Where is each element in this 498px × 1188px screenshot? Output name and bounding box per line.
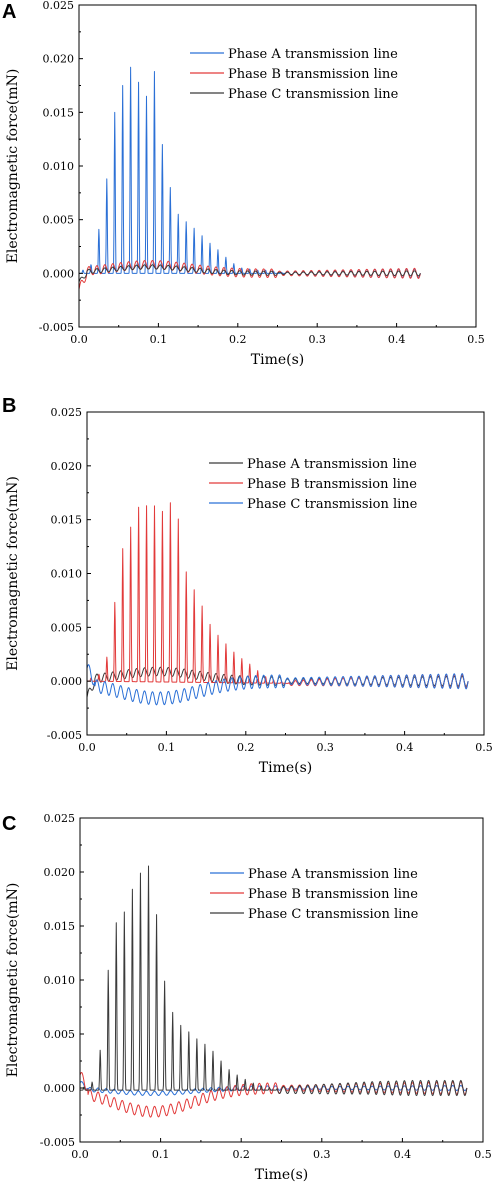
x-tick-label: 0.4 [394, 1148, 412, 1161]
x-axis-title: Time(s) [255, 1167, 308, 1183]
legend-label-3: Phase C transmission line [247, 497, 418, 512]
y-tick-label: 0.025 [43, 0, 75, 12]
series-line-3 [87, 664, 469, 706]
x-tick-label: 0.2 [232, 1148, 250, 1161]
y-tick-label: 0.010 [43, 160, 75, 173]
y-tick-label: 0.025 [51, 406, 83, 419]
y-axis-title: Electromagnetic force(mN) [5, 69, 21, 264]
y-tick-label: 0.005 [43, 214, 75, 227]
y-tick-label: 0.000 [44, 1082, 76, 1095]
y-axis-title: Electromagnetic force(mN) [5, 476, 21, 671]
y-tick-label: -0.005 [39, 321, 74, 334]
y-tick-label: 0.015 [51, 514, 83, 527]
x-tick-label: 0.1 [150, 333, 168, 346]
legend-label-1: Phase A transmission line [248, 867, 418, 882]
legend-label-2: Phase B transmission line [248, 887, 418, 902]
x-tick-label: 0.4 [396, 741, 414, 754]
y-tick-label: 0.020 [44, 866, 76, 879]
x-axis-title: Time(s) [251, 352, 304, 368]
y-tick-label: -0.005 [47, 729, 82, 742]
chart-panel-c: 0.0 0.1 0.2 0.3 0.4 0.5 -0.005 0.000 0.005 0.010 0… [5, 812, 492, 1183]
y-tick-label: 0.015 [44, 920, 76, 933]
x-tick-label: 0.2 [229, 333, 247, 346]
x-tick-label: 0.5 [467, 333, 485, 346]
legend-label-1: Phase A transmission line [228, 47, 398, 62]
series-line-2 [87, 502, 469, 689]
series-line-3 [80, 865, 468, 1097]
series-line-2 [79, 259, 421, 290]
x-tick-label: 0.0 [71, 1148, 89, 1161]
y-tick-label: 0.020 [43, 53, 75, 66]
panel-letter-c: C [2, 813, 16, 835]
x-tick-label: 0.2 [237, 741, 255, 754]
y-tick-label: 0.020 [51, 460, 83, 473]
y-tick-label: 0.000 [43, 267, 75, 280]
x-tick-label: 0.1 [158, 741, 176, 754]
series-line-3 [79, 264, 421, 283]
y-axis-title: Electromagnetic force(mN) [5, 883, 21, 1078]
y-tick-label: 0.005 [51, 621, 83, 634]
legend-label-1: Phase A transmission line [247, 457, 417, 472]
x-tick-label: 0.3 [316, 741, 334, 754]
x-tick-label: 0.4 [388, 333, 406, 346]
y-tick-label: 0.015 [43, 106, 75, 119]
x-tick-label: 0.3 [313, 1148, 331, 1161]
legend-label-3: Phase C transmission line [248, 907, 419, 922]
panel-letter-a: A [2, 1, 16, 23]
chart-panel-b: 0.0 0.1 0.2 0.3 0.4 0.5 -0.005 0.000 0.005 0.010 0… [5, 406, 493, 776]
legend-label-2: Phase B transmission line [228, 67, 398, 82]
x-axis-title: Time(s) [259, 760, 312, 776]
x-tick-label: 0.5 [475, 741, 493, 754]
x-tick-label: 0.0 [78, 741, 96, 754]
legend-label-2: Phase B transmission line [247, 477, 417, 492]
panel-letter-b: B [2, 395, 16, 417]
chart-panel-a: 0.0 0.1 0.2 0.3 0.4 0.5 -0.005 0.000 0.005 0.010 0… [5, 0, 485, 368]
legend-label-3: Phase C transmission line [228, 87, 399, 102]
y-tick-label: 0.010 [51, 568, 83, 581]
x-tick-label: 0.0 [70, 333, 88, 346]
y-tick-label: 0.005 [44, 1028, 76, 1041]
y-tick-label: -0.005 [40, 1136, 75, 1149]
y-tick-label: 0.010 [44, 974, 76, 987]
x-tick-label: 0.5 [474, 1148, 492, 1161]
y-tick-label: 0.000 [51, 675, 83, 688]
x-tick-label: 0.1 [152, 1148, 170, 1161]
y-tick-label: 0.025 [44, 812, 76, 825]
x-tick-label: 0.3 [308, 333, 326, 346]
